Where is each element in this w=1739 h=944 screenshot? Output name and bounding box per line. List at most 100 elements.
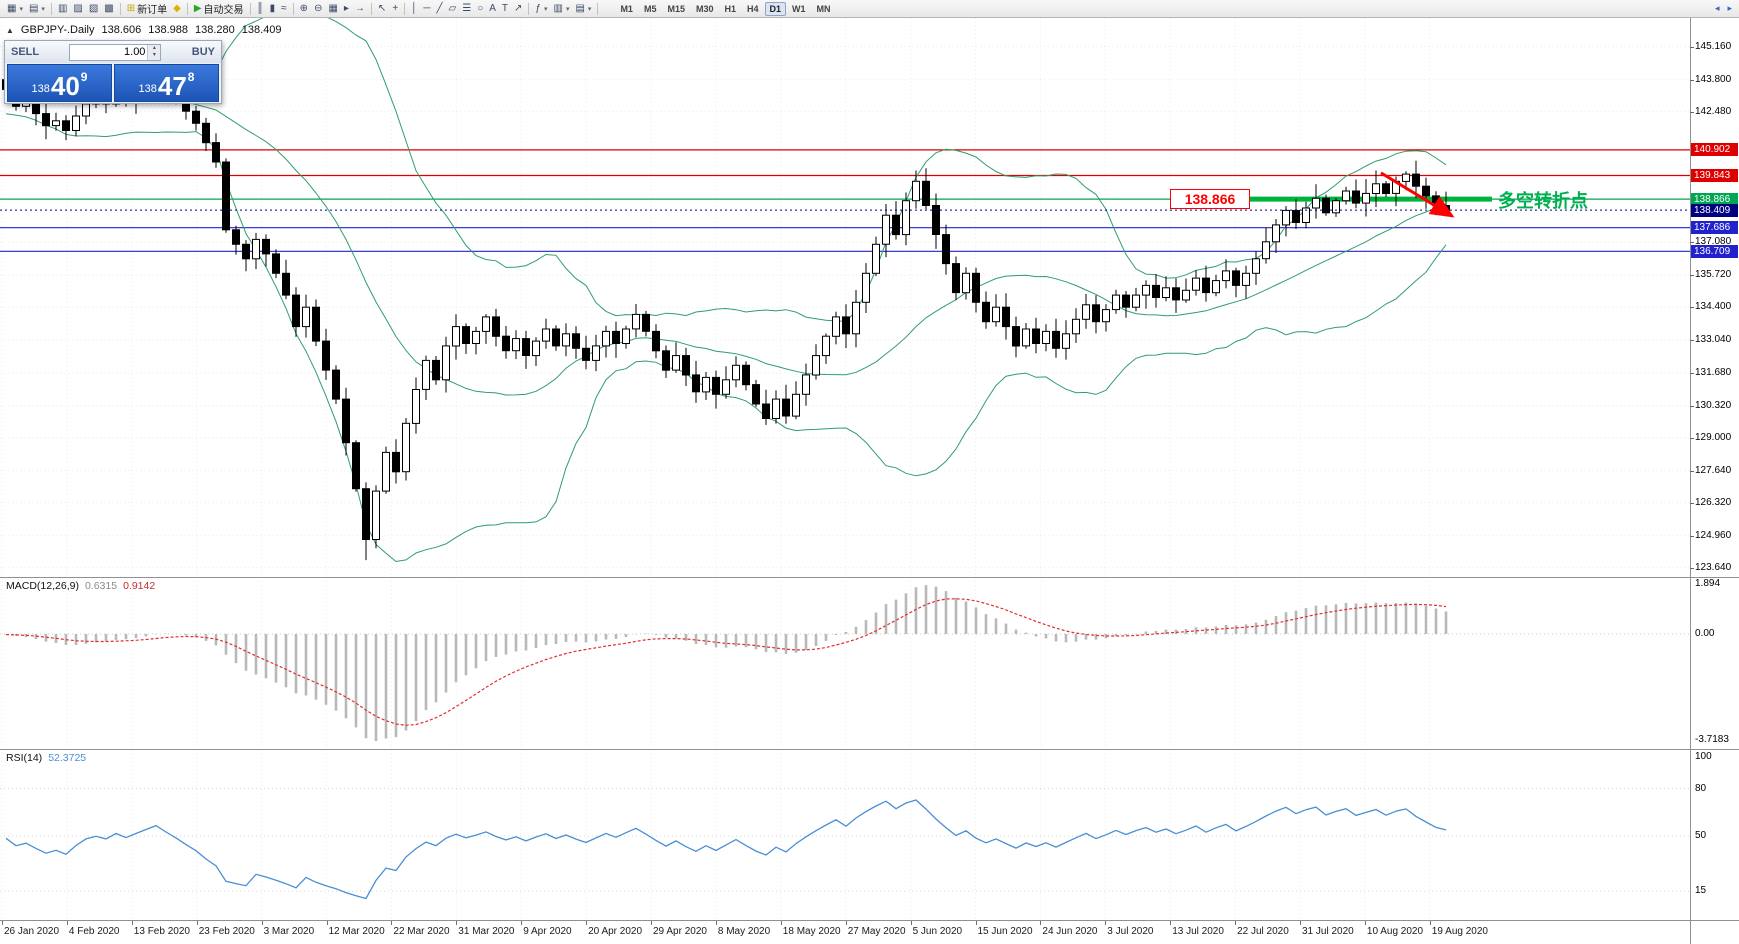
buy-label: BUY <box>191 46 215 58</box>
timeframe-d1-button[interactable]: D1 <box>764 1 787 16</box>
date-tick-label[interactable]: 3 Jul 2020 <box>1107 926 1154 937</box>
navigator-button[interactable]: ▧ <box>86 1 101 16</box>
sell-button[interactable]: 138 40 9 <box>7 64 112 102</box>
macd-axis-label: 0.00 <box>1695 628 1715 639</box>
crosshair-button[interactable]: + <box>389 1 401 16</box>
volume-input[interactable] <box>70 46 148 58</box>
chart-shift-icon: → <box>354 2 365 14</box>
date-tick-label[interactable]: 22 Mar 2020 <box>393 926 450 937</box>
macd-name: MACD(12,26,9) <box>6 580 79 592</box>
price-tick-label: 143.800 <box>1695 73 1732 85</box>
volume-down-button[interactable]: ▾ <box>148 52 161 60</box>
axis-tick-mark <box>1690 470 1694 472</box>
date-tick-label[interactable]: 10 Aug 2020 <box>1366 926 1424 937</box>
date-tick-label[interactable]: 23 Feb 2020 <box>198 926 255 937</box>
cursor-button[interactable]: ↖ <box>375 1 389 16</box>
rsi-value: 52.3725 <box>48 752 87 764</box>
arrows-button[interactable]: ↗ <box>511 1 525 16</box>
date-tick-label[interactable]: 9 Apr 2020 <box>523 926 572 937</box>
timeframe-w1-button[interactable]: W1 <box>792 3 806 14</box>
trade-panel-header: SELL ▴ ▾ BUY <box>5 41 221 63</box>
buy-button[interactable]: 138 47 8 <box>114 64 219 102</box>
volume-up-button[interactable]: ▴ <box>148 44 161 52</box>
time-tick-mark <box>261 921 263 925</box>
time-tick-mark <box>651 921 652 925</box>
bar-chart-button[interactable]: ║ <box>254 1 267 16</box>
price-chart[interactable] <box>0 18 1690 577</box>
metaeditor-button[interactable]: ◆ <box>170 1 184 16</box>
candlestick-chart-button[interactable]: ▮ <box>267 1 279 16</box>
timeframe-m1-button[interactable]: M1 <box>620 3 633 14</box>
timeframe-m15-button[interactable]: M15 <box>667 3 685 14</box>
date-tick-label[interactable]: 20 Apr 2020 <box>588 926 643 937</box>
toolbar-separator <box>186 2 188 15</box>
equidistant-channel-button[interactable]: ▱ <box>446 1 460 16</box>
trade-panel-buttons: 138 40 9 138 47 8 <box>5 63 221 103</box>
zoom-out-button[interactable]: ⊖ <box>311 1 325 16</box>
volume-field[interactable]: ▴ ▾ <box>69 43 162 61</box>
price-tick-label: 123.640 <box>1695 561 1732 573</box>
text-button[interactable]: A <box>486 1 499 16</box>
date-tick-label[interactable]: 13 Jul 2020 <box>1172 926 1224 937</box>
date-tick-label[interactable]: 3 Mar 2020 <box>263 926 315 937</box>
templates-button[interactable]: ▤ ▾ <box>572 1 594 16</box>
timeframe-m5-button[interactable]: M5 <box>643 3 657 14</box>
time-tick-mark <box>910 921 912 925</box>
market-watch-button[interactable]: ▥ <box>55 1 70 16</box>
date-tick-label[interactable]: 31 Mar 2020 <box>458 926 515 937</box>
trendline-button[interactable]: ╱ <box>434 1 446 16</box>
autotrading-button-label: 自动交易 <box>203 5 244 16</box>
shapes-button[interactable]: ○ <box>474 1 486 16</box>
vertical-line-button[interactable]: │ <box>408 1 420 16</box>
price-axis[interactable]: 145.160 143.800 142.480 137.080 135.720 134.4… <box>1690 0 1739 944</box>
tile-windows-button[interactable]: ▦ <box>325 1 340 16</box>
panel-separator[interactable] <box>0 920 1739 921</box>
periods-button[interactable]: ▥ ▾ <box>551 1 573 16</box>
date-tick-label[interactable]: 31 Jul 2020 <box>1302 926 1354 937</box>
date-tick-label[interactable]: 29 Apr 2020 <box>653 926 707 937</box>
level-annotation-label[interactable]: 138.866 <box>1170 189 1250 209</box>
text-label-button[interactable]: T <box>499 1 511 16</box>
date-tick-label[interactable]: 19 Aug 2020 <box>1431 926 1488 937</box>
price-tag: 137.686 <box>1691 221 1738 235</box>
time-axis[interactable]: 26 Jan 2020 4 Feb 2020 13 Feb 2020 23 Feb 2… <box>0 920 1690 944</box>
date-tick-label[interactable]: 4 Feb 2020 <box>68 926 120 937</box>
turning-point-annotation[interactable]: 多空转折点 <box>1498 191 1588 211</box>
horizontal-line-button[interactable]: ─ <box>420 1 433 16</box>
timeframe-m30-button[interactable]: M30 <box>695 3 714 14</box>
panel-separator[interactable] <box>0 749 1739 750</box>
timeframe-h1-button[interactable]: H1 <box>724 3 737 14</box>
scroll-right-button[interactable]: ▸ <box>1727 3 1732 13</box>
date-tick-label[interactable]: 12 Mar 2020 <box>328 926 385 937</box>
macd-panel[interactable] <box>0 577 1690 749</box>
fibonacci-button[interactable]: ☰ <box>459 1 474 16</box>
one-click-toggle-icon[interactable]: ▲ <box>6 25 14 35</box>
timeframe-mn-button[interactable]: MN <box>816 3 831 14</box>
panel-separator[interactable] <box>0 577 1739 578</box>
date-tick-label[interactable]: 18 May 2020 <box>782 926 841 937</box>
date-tick-label[interactable]: 22 Jul 2020 <box>1237 926 1289 937</box>
autotrading-button[interactable]: ▶ 自动交易 <box>191 1 247 16</box>
indicators-button[interactable]: ƒ ▾ <box>532 1 550 16</box>
date-tick-label[interactable]: 5 Jun 2020 <box>912 926 963 937</box>
date-tick-label[interactable]: 24 Jun 2020 <box>1042 926 1098 937</box>
profiles-button[interactable]: ▤ ▾ <box>26 1 48 16</box>
chart-shift-button[interactable]: → <box>352 1 368 16</box>
date-tick-label[interactable]: 13 Feb 2020 <box>133 926 190 937</box>
line-chart-button[interactable]: ≈ <box>278 1 290 16</box>
scroll-left-button[interactable]: ◂ <box>1714 3 1720 13</box>
timeframe-h4-button[interactable]: H4 <box>747 3 759 14</box>
terminal-button[interactable]: ▩ <box>101 1 116 16</box>
date-tick-label[interactable]: 26 Jan 2020 <box>4 926 60 937</box>
auto-scroll-button[interactable]: ▸ <box>341 1 352 16</box>
zoom-in-button[interactable]: ⊕ <box>297 1 311 16</box>
date-tick-label[interactable]: 15 Jun 2020 <box>977 926 1033 937</box>
date-tick-label[interactable]: 27 May 2020 <box>847 926 906 937</box>
date-tick-label[interactable]: 8 May 2020 <box>717 926 771 937</box>
time-tick-mark <box>1300 921 1301 925</box>
new-chart-button[interactable]: ▦ ▾ <box>4 1 26 16</box>
rsi-panel[interactable] <box>0 749 1690 920</box>
data-window-button[interactable]: ▨ <box>70 1 85 16</box>
new-order-button[interactable]: ⊞ 新订单 <box>124 1 170 16</box>
